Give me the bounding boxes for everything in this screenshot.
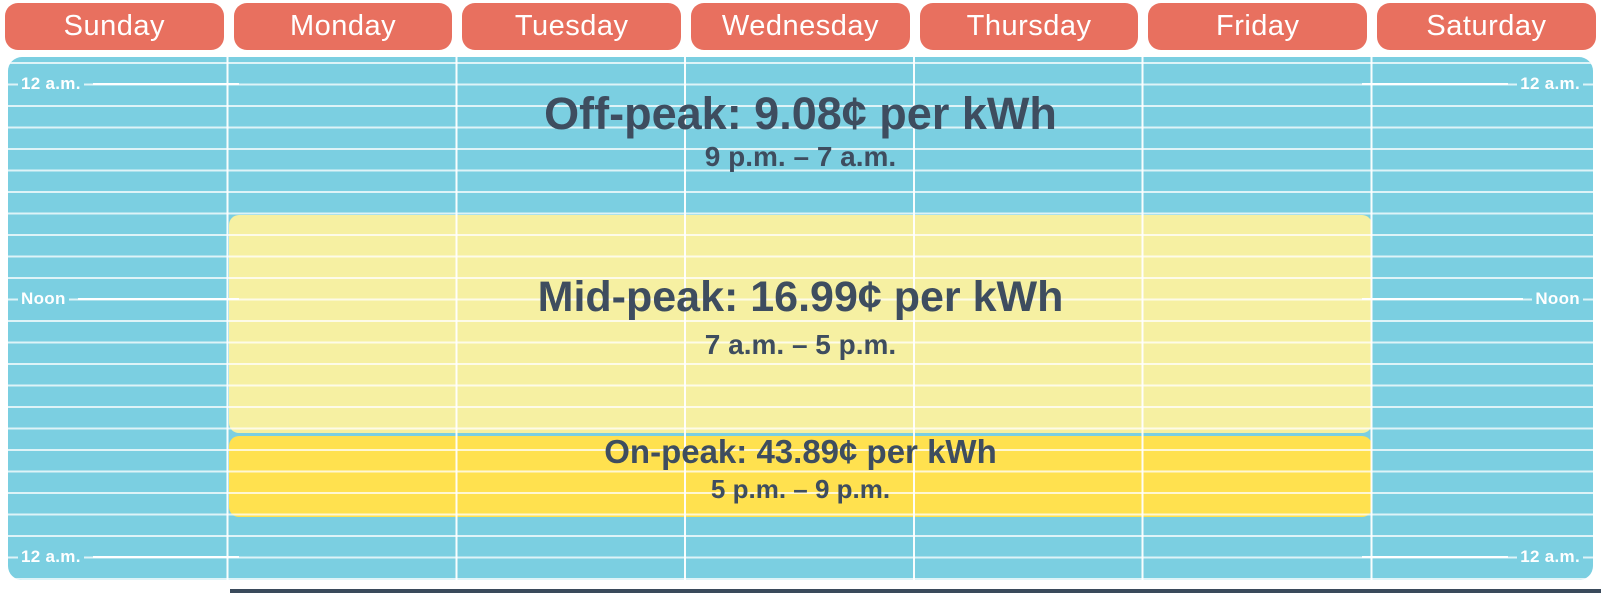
day-pill-tuesday: Tuesday [462,3,682,50]
day-header-row: Sunday Monday Tuesday Wednesday Thursday… [0,3,1601,50]
day-pill-friday: Friday [1148,3,1368,50]
off-peak-rate-label: Off-peak: 9.08¢ per kWh [544,88,1057,139]
on-peak-hours-label: 5 p.m. – 9 p.m. [710,474,891,504]
time-label-left-midnight-bottom: 12 a.m. [8,545,239,568]
on-peak-rate-label: On-peak: 43.89¢ per kWh [604,433,997,470]
time-label-text: 12 a.m. [18,72,84,95]
leader-line [1362,555,1509,558]
time-label-text: 12 a.m. [18,545,84,568]
leader-line [77,297,239,300]
off-peak-hours-label: 9 p.m. – 7 a.m. [704,141,897,172]
mid-peak-rate-label: Mid-peak: 16.99¢ per kWh [537,273,1064,321]
time-label-text: 12 a.m. [1517,72,1583,95]
cropped-footer-edge [230,589,1601,593]
time-label-right-noon: Noon [1362,287,1593,310]
day-pill-sunday: Sunday [5,3,224,50]
day-pill-saturday: Saturday [1377,3,1596,50]
time-label-text: 12 a.m. [1517,545,1583,568]
time-label-text: Noon [1532,287,1583,310]
mid-peak-zone [228,215,1373,433]
leader-line [1362,82,1509,85]
time-label-text: Noon [18,287,69,310]
day-pill-wednesday: Wednesday [691,3,910,50]
time-label-left-noon: Noon [8,287,239,310]
mid-peak-hours-label: 7 a.m. – 5 p.m. [704,329,897,360]
leader-line [92,82,239,85]
time-label-right-midnight-bottom: 12 a.m. [1362,545,1593,568]
leader-line [1362,297,1524,300]
day-pill-monday: Monday [233,3,453,50]
time-label-right-midnight-top: 12 a.m. [1362,72,1593,95]
day-pill-thursday: Thursday [919,3,1139,50]
leader-line [92,555,239,558]
time-label-left-midnight-top: 12 a.m. [8,72,239,95]
